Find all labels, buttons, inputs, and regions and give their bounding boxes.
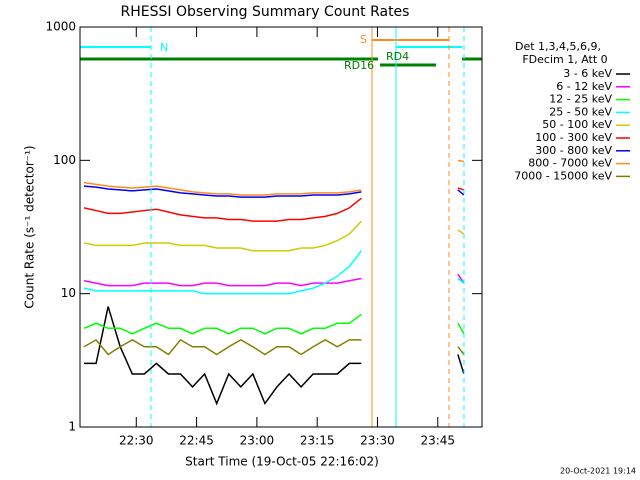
series-line (457, 189, 465, 196)
legend-label: 3 - 6 keV (563, 67, 612, 80)
annotation: S (360, 33, 367, 46)
legend-label: 6 - 12 keV (556, 80, 612, 93)
chart-title: RHESSI Observing Summary Count Rates (121, 4, 410, 20)
series-line (83, 313, 362, 335)
series-line (457, 322, 465, 335)
series-line (83, 181, 362, 196)
legend-title: Det 1,3,4,5,6,9, (515, 40, 601, 53)
y-tick-label: 1 (68, 420, 76, 434)
legend-label: 7000 - 15000 keV (514, 169, 612, 182)
series-line (457, 229, 465, 235)
annotation: N (160, 41, 168, 54)
x-tick-label: 23:45 (420, 434, 455, 448)
plot-area (83, 159, 465, 406)
series-line (83, 250, 362, 295)
x-tick-label: 22:45 (179, 434, 214, 448)
series-line (83, 220, 362, 252)
series-line (457, 346, 465, 355)
y-tick-label: 1000 (45, 20, 76, 34)
y-axis-label: Count Rate (s⁻¹ detector⁻¹) (23, 145, 37, 308)
x-tick-label: 22:30 (119, 434, 154, 448)
footer: 20-Oct-2021 19:14 (560, 467, 636, 476)
annotation: RD16 (344, 59, 374, 72)
legend-label: 50 - 100 keV (542, 118, 612, 131)
legend-label: 25 - 50 keV (549, 105, 612, 118)
overlays: N S RD4 RD16 (80, 27, 482, 427)
legend-title: FDecim 1, Att 0 (522, 53, 607, 66)
legend-label: 12 - 25 keV (549, 93, 612, 106)
y-tick-label: 100 (53, 153, 76, 167)
x-axis-label: Start Time (19-Oct-05 22:16:02) (185, 455, 379, 469)
x-tick-label: 23:00 (240, 434, 275, 448)
legend-label: 800 - 7000 keV (528, 157, 612, 170)
series-line (83, 197, 362, 222)
series-line (83, 185, 362, 198)
y-tick-label: 10 (61, 286, 76, 300)
legend-label: 300 - 800 keV (535, 144, 612, 157)
annotation: RD4 (386, 50, 409, 63)
x-tick-label: 23:30 (360, 434, 395, 448)
series-line (83, 277, 362, 287)
legend-label: 100 - 300 keV (535, 131, 612, 144)
series-line (457, 354, 465, 375)
x-tick-label: 23:15 (300, 434, 335, 448)
plot-frame (79, 26, 483, 428)
series-line (457, 187, 465, 191)
series-line (84, 306, 362, 406)
series-line (457, 277, 465, 284)
series-line (457, 159, 465, 163)
series-line (83, 338, 362, 356)
